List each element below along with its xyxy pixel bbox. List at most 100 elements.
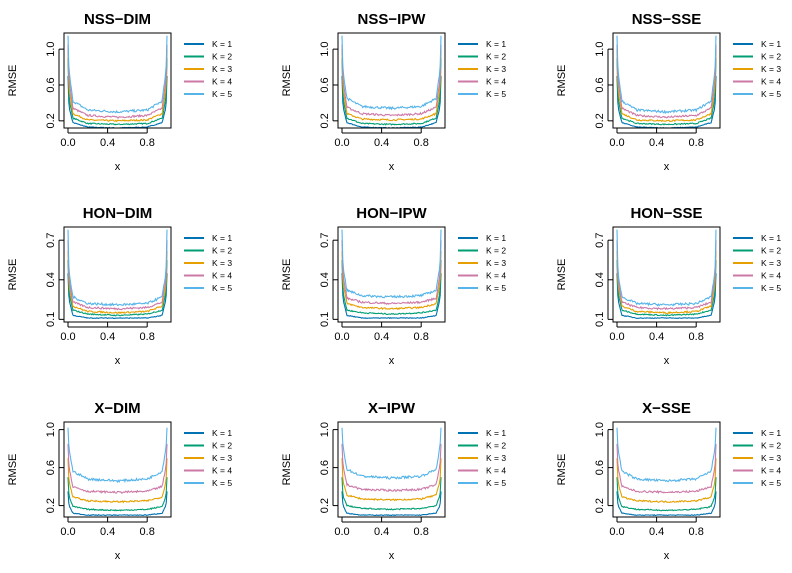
legend-label: K = 2 — [761, 246, 781, 256]
x-axis-label: x — [664, 355, 670, 367]
y-tick-label: 0.1 — [45, 312, 57, 327]
legend-label: K = 2 — [486, 246, 506, 256]
plot-frame — [612, 32, 721, 129]
x-tick-label: 0.0 — [609, 137, 624, 149]
series-line-k4 — [616, 443, 717, 495]
y-axis-label: RMSE — [556, 454, 568, 486]
series-line-k2 — [616, 259, 717, 317]
x-axis-label: x — [115, 161, 121, 173]
y-tick-label: 1.0 — [319, 41, 331, 56]
series-line-k2 — [341, 58, 442, 126]
plot-frame — [63, 32, 172, 129]
panel-title: HON−SSE — [630, 205, 702, 222]
plot-frame — [337, 421, 446, 518]
legend-label: K = 5 — [486, 283, 506, 293]
x-tick-label: 0.4 — [374, 331, 389, 343]
x-axis-label: x — [664, 161, 670, 173]
plot-frame — [612, 226, 721, 323]
legend-label: K = 2 — [761, 52, 781, 62]
series-line-k1 — [616, 273, 717, 320]
panel-title: NSS−SSE — [632, 11, 702, 28]
x-tick-label: 0.0 — [60, 331, 75, 343]
series-line-k2 — [341, 477, 442, 511]
series-line-k3 — [67, 49, 168, 123]
y-tick-label: 1.0 — [319, 422, 331, 437]
x-tick-label: 0.4 — [100, 137, 115, 149]
series-line-k3 — [616, 49, 717, 123]
y-axis-label: RMSE — [281, 65, 293, 97]
series-line-k1 — [341, 491, 442, 517]
legend-label: K = 3 — [761, 64, 781, 74]
panel-8: X−IPW 0.0 0.4 0.8 x 0.2 0.6 1.0 RMSE K = 1 K = 2 K … — [281, 400, 506, 562]
series-line-k2 — [341, 259, 442, 315]
plot-frame — [612, 421, 721, 518]
panel-6: HON−SSE 0.0 0.4 0.8 x 0.1 0.4 0.7 RMSE K = 1 K = 2… — [556, 205, 781, 367]
x-tick-label: 0.4 — [649, 331, 664, 343]
x-tick-label: 0.8 — [140, 331, 155, 343]
panel-title: NSS−IPW — [358, 11, 427, 28]
plot-frame — [337, 226, 446, 323]
legend-label: K = 3 — [212, 258, 232, 268]
legend-label: K = 2 — [212, 441, 232, 451]
y-tick-label: 0.6 — [45, 77, 57, 92]
legend-label: K = 3 — [761, 258, 781, 268]
legend-label: K = 5 — [761, 89, 781, 99]
legend-label: K = 3 — [486, 64, 506, 74]
series-line-k4 — [341, 240, 442, 306]
panel-title: X−DIM — [94, 400, 140, 417]
x-tick-label: 0.8 — [414, 137, 429, 149]
y-tick-label: 0.4 — [45, 272, 57, 287]
y-axis-label: RMSE — [556, 259, 568, 291]
x-axis-label: x — [664, 550, 670, 562]
x-tick-label: 0.0 — [334, 331, 349, 343]
x-tick-label: 0.8 — [689, 331, 704, 343]
y-tick-label: 0.1 — [594, 312, 606, 327]
legend-label: K = 5 — [761, 478, 781, 488]
series-line-k5 — [341, 427, 442, 480]
legend-label: K = 4 — [212, 466, 232, 476]
y-axis-label: RMSE — [281, 454, 293, 486]
legend-label: K = 4 — [212, 271, 232, 281]
series-line-k2 — [67, 477, 168, 512]
y-tick-label: 0.4 — [594, 272, 606, 287]
legend-label: K = 5 — [212, 89, 232, 99]
x-tick-label: 0.0 — [609, 526, 624, 538]
legend-label: K = 5 — [486, 478, 506, 488]
series-line-k2 — [616, 58, 717, 126]
legend-label: K = 2 — [486, 52, 506, 62]
panel-5: HON−IPW 0.0 0.4 0.8 x 0.1 0.4 0.7 RMSE K = 1 K = 2… — [281, 205, 506, 367]
legend-label: K = 1 — [486, 233, 506, 243]
x-tick-label: 0.0 — [60, 137, 75, 149]
series-line-k5 — [616, 35, 717, 115]
series-line-k3 — [616, 250, 717, 315]
y-tick-label: 1.0 — [45, 41, 57, 56]
x-axis-label: x — [389, 550, 395, 562]
x-tick-label: 0.0 — [334, 526, 349, 538]
legend-label: K = 1 — [212, 428, 232, 438]
plot-frame — [337, 32, 446, 129]
x-tick-label: 0.4 — [649, 137, 664, 149]
x-tick-label: 0.8 — [689, 526, 704, 538]
y-tick-label: 0.2 — [594, 498, 606, 513]
legend-label: K = 5 — [212, 478, 232, 488]
x-tick-label: 0.0 — [609, 331, 624, 343]
x-axis-label: x — [115, 550, 121, 562]
x-tick-label: 0.4 — [100, 331, 115, 343]
legend-label: K = 4 — [212, 77, 232, 87]
panel-2: NSS−IPW 0.0 0.4 0.8 x 0.2 0.6 1.0 RMSE K = 1 K = 2… — [281, 11, 506, 173]
series-line-k2 — [67, 58, 168, 126]
legend-label: K = 3 — [761, 453, 781, 463]
series-line-k5 — [341, 35, 442, 111]
legend-label: K = 1 — [486, 39, 506, 49]
series-line-k4 — [67, 240, 168, 311]
legend-label: K = 1 — [486, 428, 506, 438]
series-line-k1 — [341, 273, 442, 320]
series-line-k4 — [67, 443, 168, 494]
series-line-k3 — [67, 458, 168, 504]
y-tick-label: 0.6 — [594, 460, 606, 475]
legend-label: K = 5 — [486, 89, 506, 99]
y-tick-label: 0.6 — [319, 460, 331, 475]
legend-label: K = 1 — [212, 39, 232, 49]
series-line-k3 — [341, 458, 442, 502]
